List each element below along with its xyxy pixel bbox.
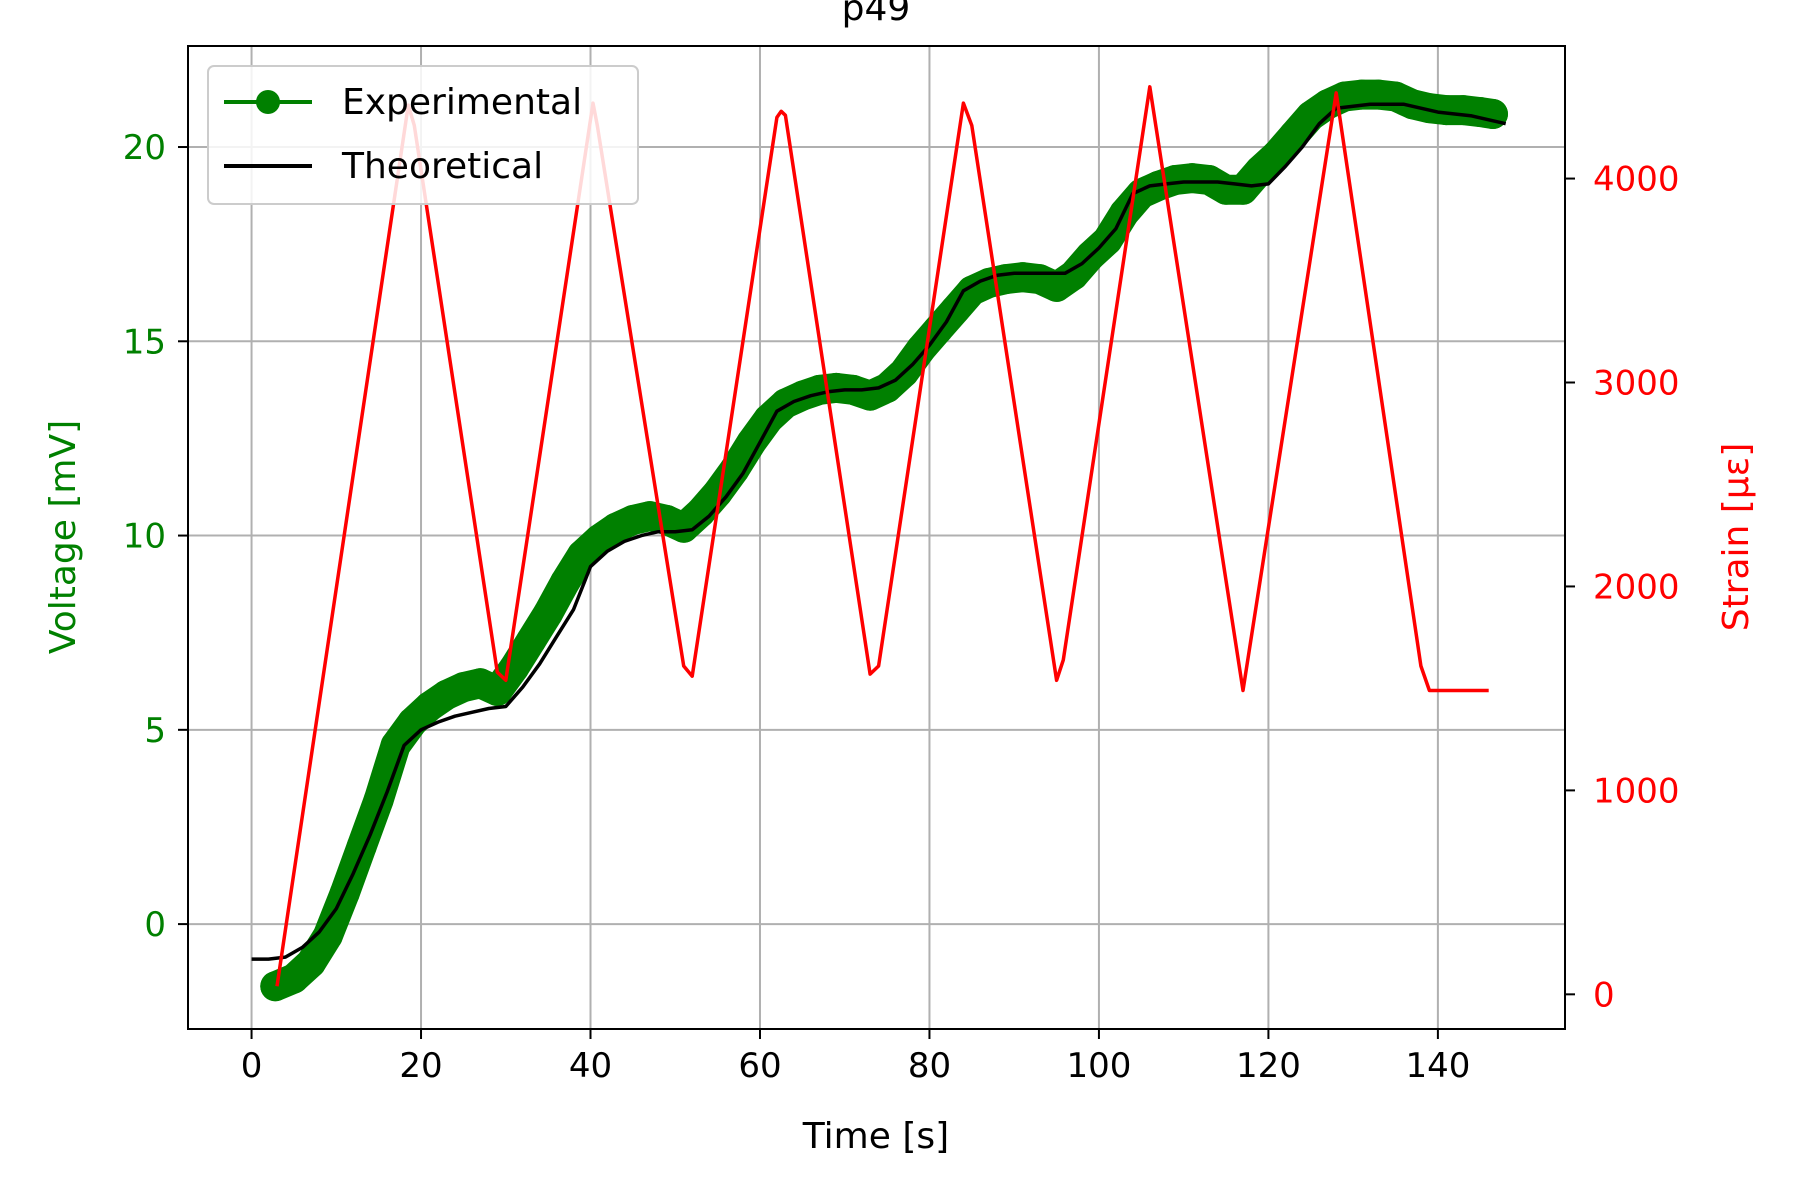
y-right-tick-label: 0 xyxy=(1593,975,1615,1015)
experimental-point xyxy=(550,567,581,598)
experimental-point xyxy=(685,497,716,528)
y-right-tick-label: 1000 xyxy=(1593,771,1680,811)
y-left-axis-ticks: 0 5 10 15 20 xyxy=(123,128,188,945)
y-right-tick-label: 4000 xyxy=(1593,160,1680,200)
y-left-tick-label: 15 xyxy=(123,322,166,362)
x-axis-ticks: 0 20 40 60 80 100 120 140 xyxy=(241,1029,1470,1086)
x-tick-label: 120 xyxy=(1236,1046,1301,1086)
y-left-axis-label: Voltage [mV] xyxy=(43,420,84,654)
y-right-tick-label: 2000 xyxy=(1593,567,1680,607)
legend-box xyxy=(207,65,639,205)
x-axis-label: Time [s] xyxy=(802,1116,949,1157)
y-right-tick-label: 3000 xyxy=(1593,364,1680,404)
legend: Experimental Theoretical xyxy=(207,65,639,205)
legend-theoretical-label: Theoretical xyxy=(341,146,543,187)
experimental-point xyxy=(295,947,326,978)
plot-frame xyxy=(187,45,1566,1030)
theoretical-line xyxy=(251,102,1507,961)
x-tick-label: 100 xyxy=(1066,1046,1131,1086)
legend-experimental-marker xyxy=(256,90,280,114)
experimental-point xyxy=(533,598,564,629)
x-tick-label: 80 xyxy=(908,1046,951,1086)
series-layer xyxy=(251,79,1508,1002)
x-tick-label: 20 xyxy=(399,1046,442,1086)
y-right-axis-label: Strain [με] xyxy=(1716,443,1757,632)
x-tick-label: 40 xyxy=(569,1046,612,1086)
y-left-tick-label: 10 xyxy=(123,517,166,557)
experimental-point xyxy=(1058,260,1089,291)
chart-title: p49 xyxy=(842,0,911,29)
experimental-point xyxy=(1278,120,1309,151)
y-left-tick-label: 0 xyxy=(144,905,166,945)
experimental-point xyxy=(1261,139,1292,170)
experimental-point xyxy=(736,427,767,458)
y-left-tick-label: 20 xyxy=(123,128,166,168)
y-left-tick-label: 5 xyxy=(144,711,166,751)
experimental-point xyxy=(516,625,547,656)
experimental-point xyxy=(482,675,513,706)
x-tick-label: 140 xyxy=(1405,1046,1470,1086)
legend-experimental-label: Experimental xyxy=(342,82,582,123)
x-tick-label: 60 xyxy=(738,1046,781,1086)
strain-line xyxy=(275,85,1489,987)
y-right-axis-ticks: 0 1000 2000 3000 4000 xyxy=(1565,160,1680,1015)
x-tick-label: 0 xyxy=(241,1046,263,1086)
